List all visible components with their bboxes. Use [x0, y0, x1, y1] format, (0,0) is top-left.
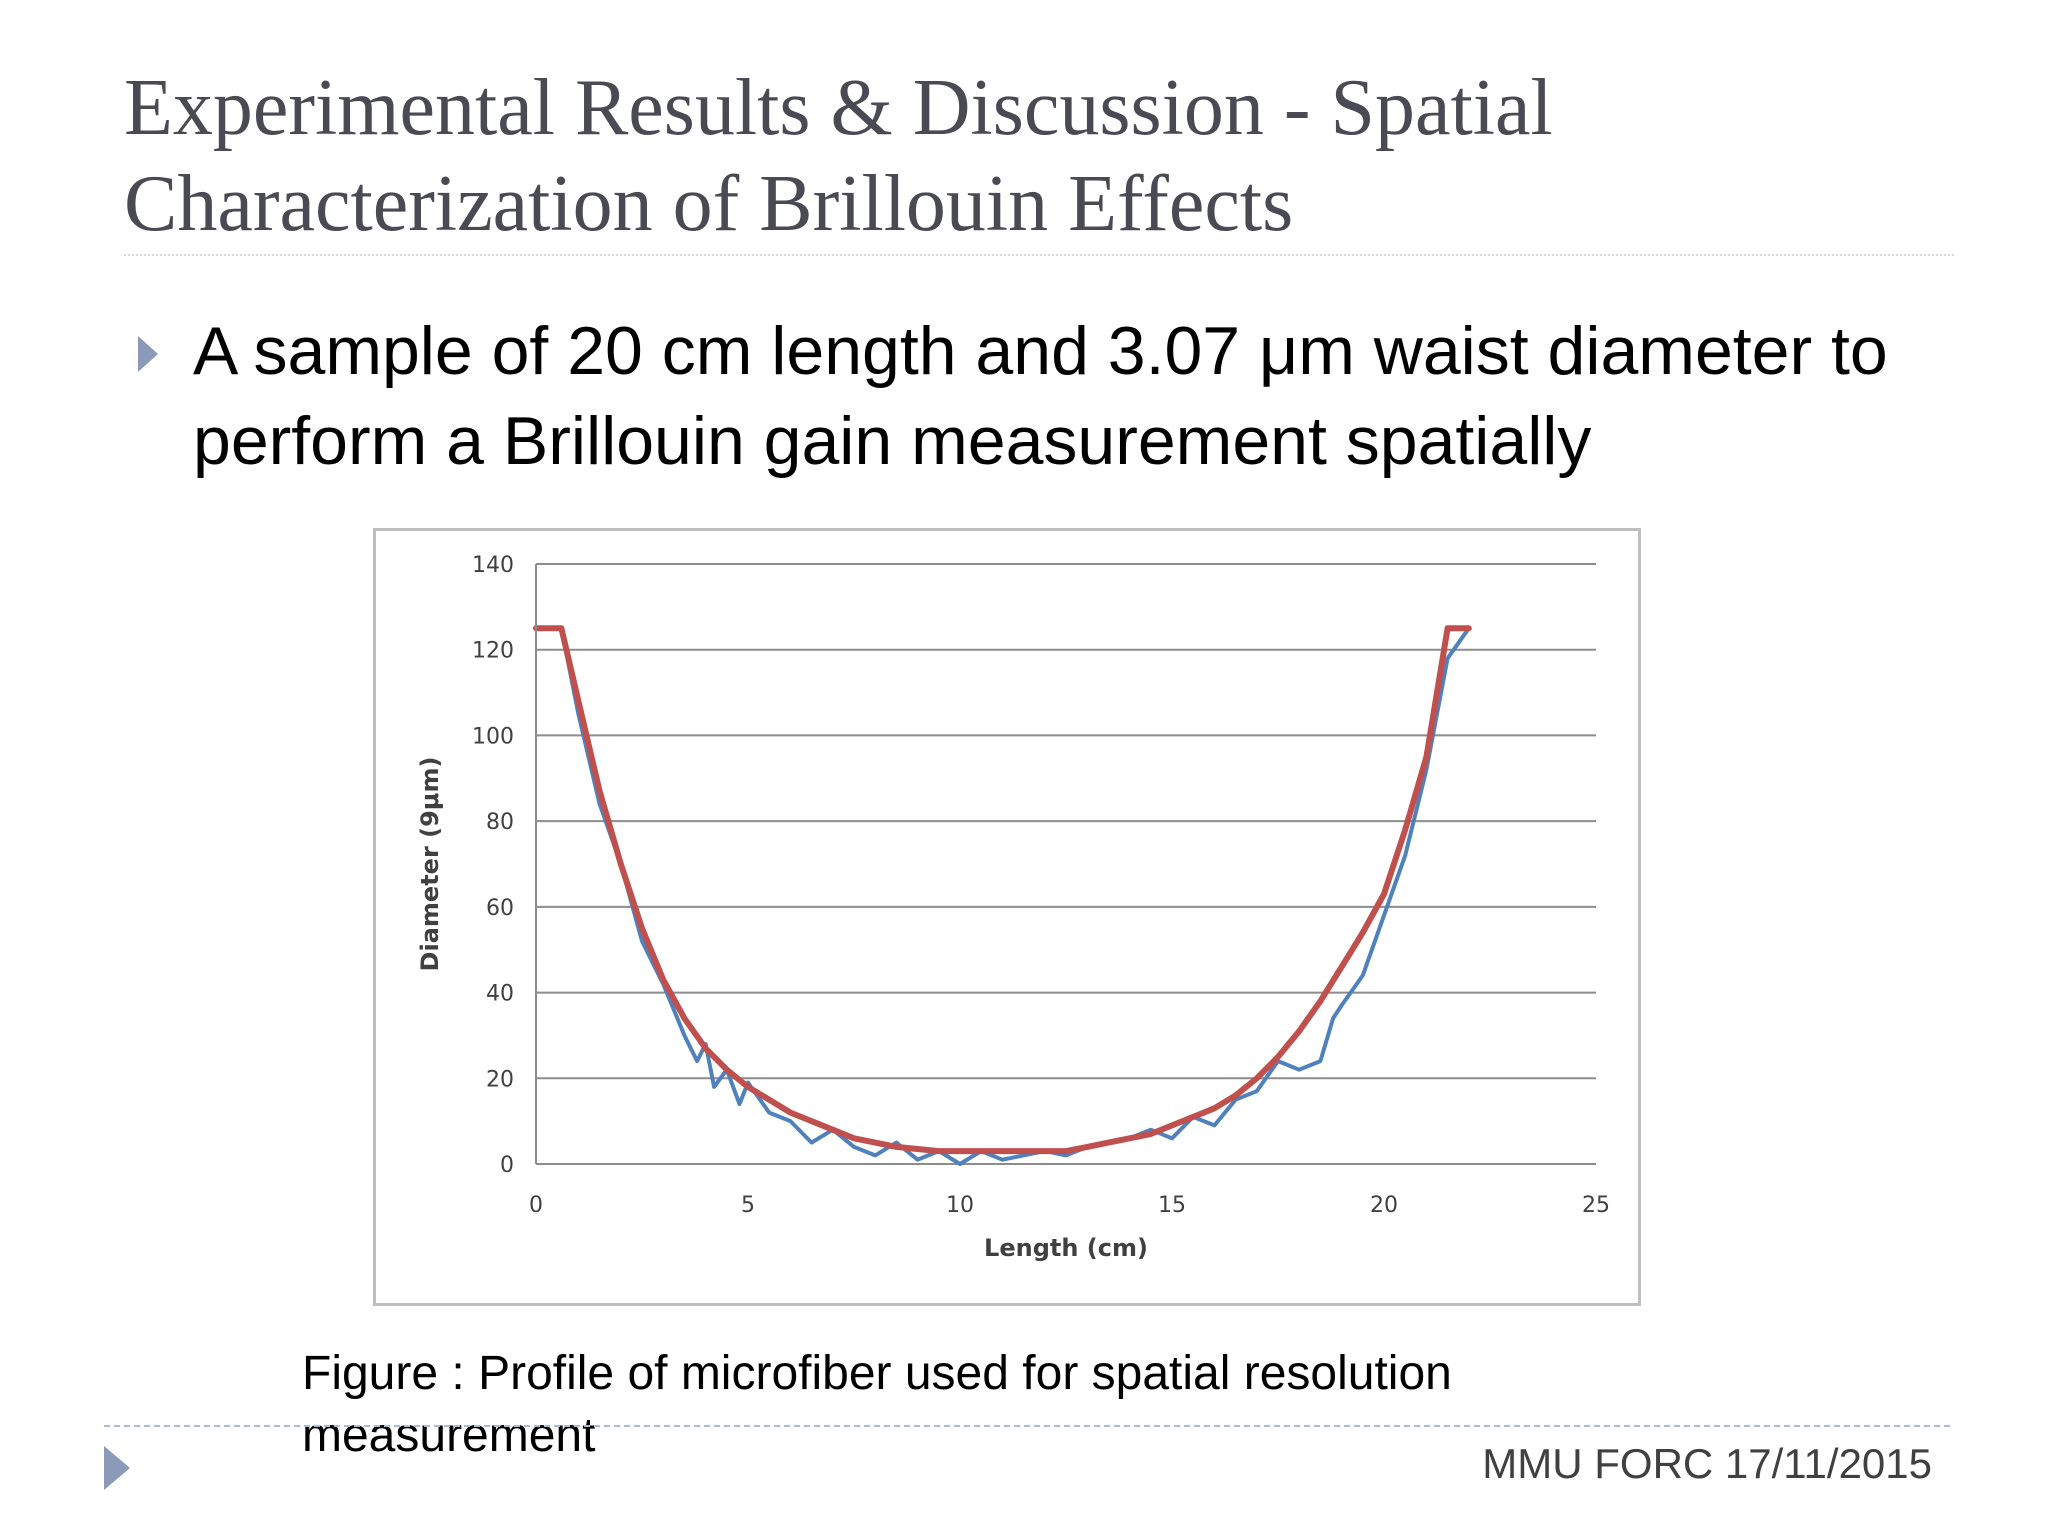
x-tick-label-3: 15: [1158, 1193, 1186, 1218]
slide-title: Experimental Results & Discussion - Spat…: [124, 64, 1553, 248]
x-tick-label-0: 0: [529, 1193, 543, 1218]
y-tick-label-1: 20: [486, 1067, 514, 1092]
y-tick-label-2: 40: [486, 982, 514, 1007]
series-line-0: [534, 626, 1471, 1166]
grid-lines: [536, 563, 1596, 1165]
microfiber-profile-chart: 0 20 40 60 80 100 120 140 0 5 10 15 20 25 Length (cm)…: [416, 553, 1610, 1262]
axes: 0 20 40 60 80 100 120 140 0 5 10 15 20 25: [472, 553, 1610, 1218]
footer-divider: [104, 1425, 1950, 1427]
title-divider: [124, 254, 1954, 256]
bullet-text: A sample of 20 cm length and 3.07 μm wai…: [193, 313, 1888, 479]
y-axis-title: Diameter (9μm): [416, 757, 444, 972]
y-tick-label-4: 80: [486, 810, 514, 835]
series-lines: [533, 625, 1472, 1166]
x-tick-label-5: 25: [1582, 1193, 1610, 1218]
x-tick-label-2: 10: [946, 1193, 974, 1218]
y-tick-label-7: 140: [472, 553, 514, 578]
series-line-1: [533, 625, 1472, 1155]
x-axis-title: Length (cm): [984, 1234, 1148, 1262]
x-tick-label-1: 5: [741, 1193, 755, 1218]
y-tick-label-5: 100: [472, 724, 514, 749]
footer-text: MMU FORC 17/11/2015: [1482, 1440, 1932, 1487]
chart-frame: 0 20 40 60 80 100 120 140 0 5 10 15 20 25 Length (cm)…: [373, 528, 1641, 1306]
figure-caption: Figure : Profile of microfiber used for …: [302, 1347, 1452, 1462]
y-tick-label-0: 0: [500, 1153, 514, 1178]
y-tick-label-3: 60: [486, 896, 514, 921]
bullet-triangle-icon: [138, 336, 158, 372]
footer-triangle-icon: [104, 1446, 130, 1490]
x-tick-label-4: 20: [1370, 1193, 1398, 1218]
y-tick-label-6: 120: [472, 639, 514, 664]
